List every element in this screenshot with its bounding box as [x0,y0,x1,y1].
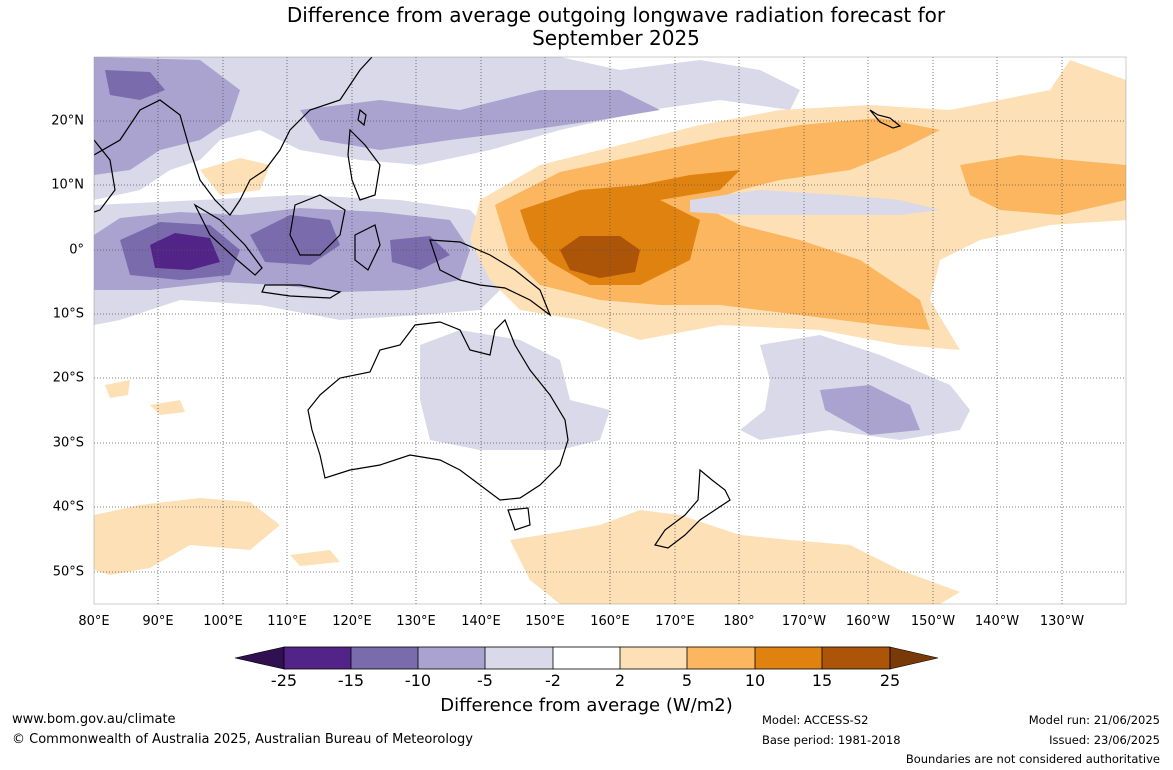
lon-label: 120°E [332,614,372,629]
lon-label: 140°W [974,614,1020,629]
anomaly-field [94,57,1126,604]
colorbar-label: 5 [681,671,693,690]
anomaly-pos-southern-east [510,510,960,604]
lon-label: 150°E [525,614,565,629]
anomaly-pos-indochina [200,158,270,195]
colorbar-label: 25 [879,671,901,690]
title-line-2: September 2025 [532,26,700,50]
sumatra-coastline [193,203,263,276]
anomaly-neg-dark-equator-3 [390,236,450,270]
colorbar-label: -15 [337,671,365,690]
gridlines [94,57,1126,604]
anomaly-neg-embedded-pacific [690,190,940,215]
lat-label: 30°S [52,435,84,451]
lon-label: 110°E [267,614,307,629]
lat-label: 40°S [52,499,84,515]
anomaly-pos-southern-west [94,498,280,575]
anomaly-neg-light-australia [420,330,610,450]
java-coastline [261,284,342,299]
colorbar-label: 10 [744,671,766,690]
footer-issued: Issued: 23/06/2025 [1049,733,1160,747]
lon-label: 140°E [461,614,501,629]
lon-label: 180° [723,614,755,629]
new-guinea-coastline [429,239,552,317]
colorbar-extend-min [234,646,285,670]
colorbar-label: 15 [811,671,833,690]
lon-label: 170°E [655,614,695,629]
lat-label: 20°N [51,113,84,129]
anomaly-neg-mid-north-2 [300,90,660,150]
colorbar-title: Difference from average (W/m2) [440,695,733,716]
coastlines [94,57,902,549]
lon-label: 160°W [845,614,891,629]
anomaly-pos-patch-3 [290,550,340,566]
lon-label: 90°E [142,614,174,629]
footer-model: Model: ACCESS-S2 [762,713,869,727]
colorbar-label: 2 [614,671,626,690]
tasmania-coastline [507,507,531,531]
australia-coastline [307,318,569,501]
colorbar [234,646,939,670]
anomaly-neg-dark-north [105,70,165,100]
title-line-1: Difference from average outgoing longwav… [286,3,946,27]
colorbar-label: -5 [477,671,493,690]
anomaly-pos-darkest-pacific [560,236,640,278]
borneo-coastline [289,194,346,256]
lon-label: 170°W [781,614,827,629]
anomaly-pos-patch-2 [150,400,185,415]
lon-label: 130°E [396,614,436,629]
colorbar-label: -2 [545,671,561,690]
lon-label: 100°E [203,614,243,629]
sulawesi-coastline [354,224,381,271]
anomaly-pos-patch-1 [105,380,130,398]
lon-label: 160°E [590,614,630,629]
lat-label: 20°S [52,370,84,386]
lon-label: 80°E [78,614,110,629]
footer-url[interactable]: www.bom.gov.au/climate [12,712,176,727]
colorbar-label: -10 [404,671,432,690]
colorbar-extend-max [889,646,939,670]
hawaii-coastline [869,109,902,129]
new-zealand-coastline [654,468,731,549]
colorbar-label: -25 [270,671,298,690]
footer-disclaimer: Boundaries are not considered authoritat… [905,752,1160,766]
lat-label: 10°S [52,306,84,322]
footer-base-period: Base period: 1981-2018 [762,733,901,747]
chart-title: Difference from average outgoing longwav… [0,4,1173,50]
taiwan-coastline [357,108,367,127]
lon-label: 130°W [1039,614,1085,629]
asia-mainland-coastline [94,57,373,216]
footer-model-run: Model run: 21/06/2025 [1028,713,1160,727]
anomaly-neg-darkest-equator [150,233,220,270]
footer-copyright: © Commonwealth of Australia 2025, Austra… [12,732,473,747]
anomaly-neg-dark-equator-2 [250,215,340,265]
india-coastline [94,139,116,213]
lat-label: 50°S [52,564,84,580]
lat-label: 10°N [51,177,84,193]
lon-label: 150°W [910,614,956,629]
philippines-coastline [347,128,381,201]
anomaly-neg-mid-swpacific [820,385,920,435]
lat-label: 0° [69,242,84,258]
